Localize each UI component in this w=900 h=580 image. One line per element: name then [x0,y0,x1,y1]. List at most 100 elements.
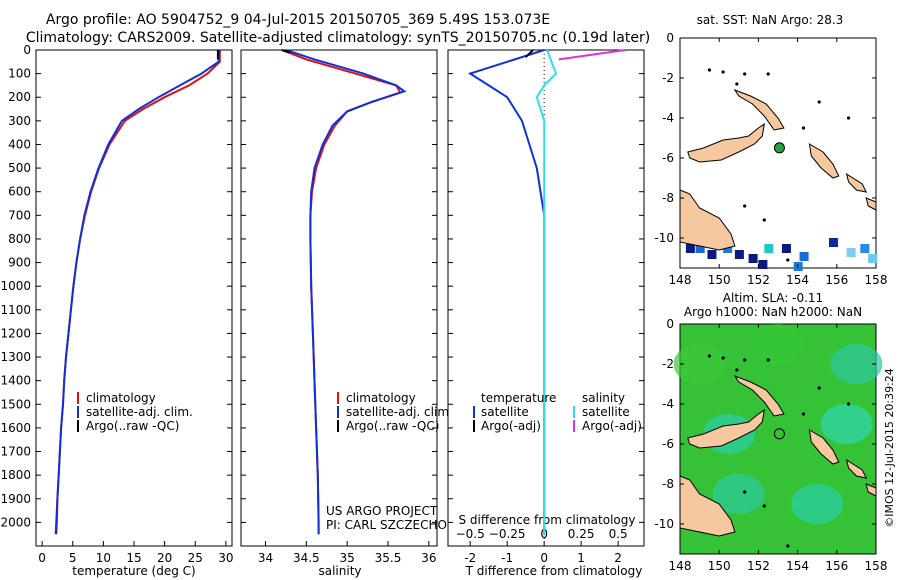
sst-map-small-island [846,116,851,120]
depth-tick-label: 200 [8,90,31,104]
sst-cell [868,254,878,263]
difference-series-s-argo-adj- [558,49,626,61]
sst-map-small-island [817,100,821,104]
sst-map-small-island [707,68,712,72]
sst-map-land-solomon [865,197,877,211]
salinity-frame [240,49,438,547]
legend-title-salinity: salinity [582,391,625,405]
sla-map-small-island [721,356,725,360]
depth-tick-label: 900 [8,256,31,270]
sla-map-xtick-label: 156 [825,559,848,573]
sst-map-xtick-label: 156 [825,273,848,287]
depth-tick-label: 1300 [0,350,31,364]
difference-xlabel-top: S difference from climatology [459,513,636,527]
salinity-diff-tick-label: −0.25 [489,527,526,541]
sst-cell [695,244,705,253]
sla-map-small-island [762,504,766,508]
salinity-xtick-label: 35 [340,551,355,565]
sla-map-land-solomon [865,483,877,497]
sla-map-title-2: Argo h1000: NaN h2000: NaN [684,305,862,319]
depth-tick-label: 1000 [0,279,31,293]
sst-map-float-marker [773,142,785,154]
sla-map-ytick-label: -4 [662,397,674,411]
sst-map-xtick-label: 150 [708,273,731,287]
difference-panel: T difference from climatology S differen… [447,49,645,578]
difference-legend: temperature satellite Argo(-adj) salinit… [473,391,642,433]
sla-map-xtick-label: 158 [865,559,888,573]
temperature-series-satellite-adj-clim- [55,49,221,535]
sla-map-title-1: Altim. SLA: -0.11 [723,291,823,305]
sst-cell [748,254,758,263]
temperature-xtick-label: 0 [38,551,46,565]
legend-label-climatology: climatology [346,391,416,405]
sla-anomaly-blob [830,344,883,384]
sla-map-land-png-mainland [679,475,736,537]
difference-series-t-argo-adj- [525,49,534,58]
temperature-xtick-label: 10 [96,551,111,565]
sst-cell [846,248,856,257]
sst-map-xtick-label: 148 [669,273,692,287]
sla-map-ytick-label: -2 [662,357,674,371]
temperature-xtick-label: 20 [157,551,172,565]
legend-label-argo: Argo(..raw -QC) [346,419,439,433]
temperature-frame [35,49,233,547]
salinity-diff-tick-label: −0.5 [456,527,485,541]
sst-map-land-new-britain [687,122,765,163]
salinity-xlabel: salinity [318,564,361,578]
difference-series-t-satellite [467,49,546,535]
legend-label-argo: Argo(..raw -QC) [86,419,179,433]
salinity-series-satellite-adj-clim- [285,49,407,535]
temperature-xtick-label: 5 [69,551,77,565]
temperature-xtick-label: 15 [126,551,141,565]
difference-xtick-label: 1 [577,551,585,565]
sst-map-small-island [786,258,790,262]
temperature-xtick-label: 25 [188,551,203,565]
sst-map-ytick-label: -6 [662,151,674,165]
sst-map-ytick-label: -4 [662,111,674,125]
sla-map-xtick-label: 148 [669,559,692,573]
sst-cell [685,244,695,253]
sst-cell [758,260,768,269]
depth-tick-label: 2000 [0,515,31,529]
sst-map-small-island [721,70,725,74]
temperature-xtick-label: 30 [218,551,233,565]
sst-map-ytick-label: -8 [662,191,674,205]
sst-cell [799,252,809,261]
sst-cell [781,244,791,253]
salinity-xtick-label: 36 [421,551,436,565]
sla-map-small-island [735,368,739,372]
salinity-legend: climatology satellite-adj. clim. Argo(..… [337,391,453,433]
temperature-legend: climatology satellite-adj. clim. Argo(..… [77,391,193,433]
sst-map-xtick-label: 158 [865,273,888,287]
depth-tick-label: 1400 [0,374,31,388]
depth-tick-label: 0 [23,43,31,57]
difference-xtick-label: -1 [501,551,513,565]
sst-map-small-island [801,126,806,130]
depth-tick-label: 300 [8,114,31,128]
sst-map-small-island [766,72,770,76]
difference-series-s-satellite [535,49,558,535]
depth-tick-label: 1500 [0,397,31,411]
sla-map-small-island [801,412,806,416]
salinity-xtick-label: 34 [258,551,273,565]
sla-map-ytick-label: -8 [662,477,674,491]
legend-label-s-argo: Argo(-adj) [582,419,642,433]
difference-xtick-label: 2 [614,551,622,565]
sla-map-xtick-label: 154 [786,559,809,573]
sla-map-ytick-label: -10 [654,517,674,531]
legend-label-t-argo: Argo(-adj) [481,419,541,433]
depth-tick-label: 1700 [0,445,31,459]
sla-anomaly-blob [673,344,726,384]
sst-map-land-png-mainland [679,189,736,251]
sla-map-land-new-ireland [733,374,785,417]
legend-label-s-satellite: satellite [582,405,630,419]
legend-label-climatology: climatology [86,391,156,405]
depth-tick-label: 500 [8,161,31,175]
sst-map-ytick-label: -10 [654,231,674,245]
sst-map-ytick-label: -2 [662,71,674,85]
sla-map-small-island [786,544,790,548]
sst-map-small-island [743,72,747,76]
salinity-panel: salinity 34 34.5 35 35.5 36 climatology sate… [240,49,478,578]
sla-anomaly-blob [791,484,844,524]
legend-title-temperature: temperature [481,391,556,405]
